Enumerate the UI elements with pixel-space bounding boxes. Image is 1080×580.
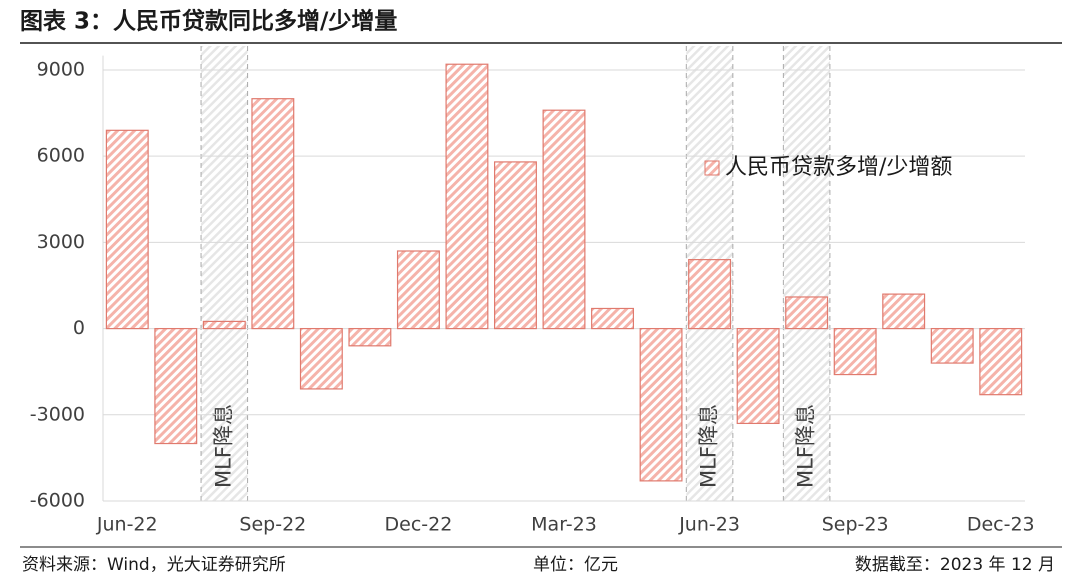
x-tick-label: Dec-22 bbox=[385, 514, 453, 536]
unit: 单位：亿元 bbox=[533, 555, 618, 575]
y-tick-label: 3000 bbox=[37, 231, 85, 253]
bar bbox=[639, 327, 683, 482]
y-tick-label: 9000 bbox=[37, 58, 85, 80]
highlight-band bbox=[201, 46, 248, 501]
bar bbox=[688, 259, 732, 330]
chart-title: 图表 3：人民币贷款同比多增/少增量 bbox=[20, 8, 397, 35]
x-tick-label: Jun-23 bbox=[678, 514, 740, 536]
y-tick-label: -3000 bbox=[30, 403, 85, 425]
bar bbox=[445, 63, 489, 330]
y-tick-label: 6000 bbox=[37, 145, 85, 167]
highlight-label: MLF降息 bbox=[697, 404, 721, 488]
plot: MLF降息 MLF降息 MLF降息 -6000 -3000 0 3000 6000 9000 人民… bbox=[30, 46, 1035, 536]
highlight-label: MLF降息 bbox=[794, 404, 818, 488]
bar bbox=[396, 250, 440, 330]
bar bbox=[930, 327, 974, 364]
legend-swatch bbox=[704, 160, 720, 176]
bar bbox=[979, 327, 1023, 396]
x-tick-label: Dec-23 bbox=[967, 514, 1035, 536]
bar bbox=[299, 327, 343, 390]
x-tick-label: Sep-22 bbox=[239, 514, 306, 536]
bar bbox=[154, 327, 198, 445]
bar bbox=[494, 161, 537, 330]
bar bbox=[882, 293, 926, 330]
bar bbox=[833, 327, 877, 376]
bar bbox=[202, 320, 246, 330]
y-tick-label: -6000 bbox=[30, 490, 85, 512]
bar bbox=[542, 109, 586, 330]
x-tick-label: Mar-23 bbox=[531, 514, 597, 536]
bar bbox=[736, 327, 780, 425]
highlight-label: MLF降息 bbox=[211, 404, 235, 488]
source: 资料来源：Wind，光大证券研究所 bbox=[22, 555, 286, 575]
legend-label: 人民币贷款多增/少增额 bbox=[725, 155, 952, 180]
date-note: 数据截至：2023 年 12 月 bbox=[855, 555, 1055, 575]
y-tick-label: 0 bbox=[73, 317, 85, 339]
highlight-band bbox=[783, 46, 830, 501]
bar bbox=[105, 129, 149, 330]
x-tick-label: Jun-22 bbox=[96, 514, 158, 536]
bar bbox=[348, 327, 392, 347]
bar bbox=[785, 296, 829, 330]
bar bbox=[591, 307, 634, 330]
x-tick-label: Sep-23 bbox=[822, 514, 889, 536]
bar bbox=[251, 98, 295, 330]
